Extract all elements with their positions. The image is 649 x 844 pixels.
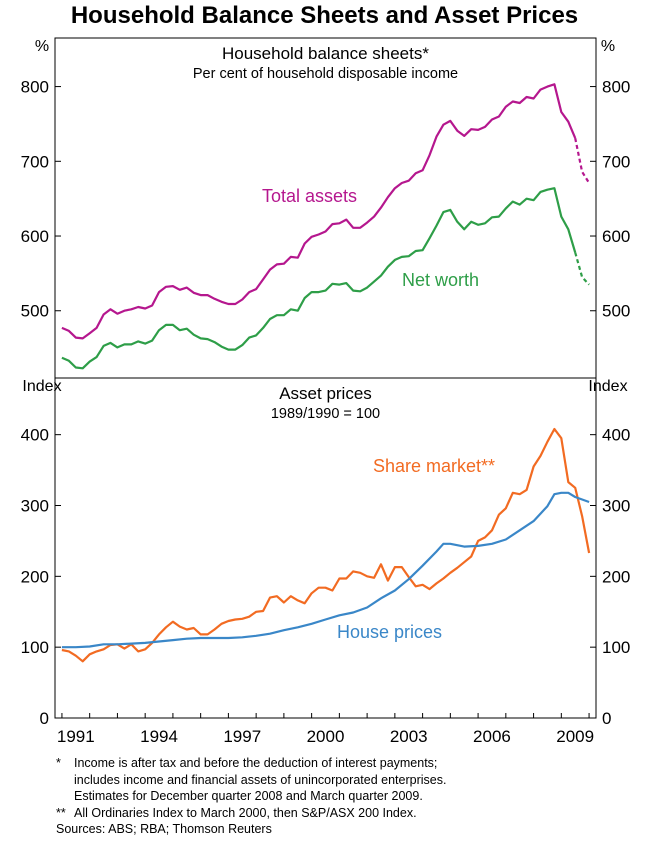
panel2-ytick-label-left: 0 [40,709,49,728]
footnote-text: Sources: ABS; RBA; Thomson Reuters [56,822,272,836]
panel2-ytick-label-right: 100 [602,638,630,657]
panel2-xtick-label: 2003 [390,727,428,746]
net-worth-series-label: Net worth [402,270,479,290]
house-prices-series-label: House prices [337,622,442,642]
panel2-ytick-label-right: 200 [602,567,630,586]
panel2-ytick-label-right: 400 [602,426,630,445]
panel1-ytick-label-right: 600 [602,227,630,246]
panel1-ytick-label-right: 500 [602,302,630,321]
panel1-unit-left: % [35,38,49,55]
panel2-ytick-label-left: 400 [21,426,49,445]
panel2-ytick-label-right: 300 [602,497,630,516]
total-assets-series-label: Total assets [262,186,357,206]
panel2-xtick-label: 2000 [307,727,345,746]
share-market-series-label: Share market** [373,456,495,476]
footnote-text: includes income and financial assets of … [74,772,447,787]
panel2-ytick-label-left: 200 [21,567,49,586]
chart-title: Household Balance Sheets and Asset Price… [70,2,579,29]
panel2-xtick-label: 2006 [473,727,511,746]
footnote-line: includes income and financial assets of … [56,772,446,789]
net-worth-line [61,187,577,370]
house-prices-line [61,491,590,649]
net-worth-estimate-line [574,252,590,286]
footnote-text: Estimates for December quarter 2008 and … [74,789,423,803]
footnote-text: Income is after tax and before the deduc… [74,756,438,770]
footnote-line: Sources: ABS; RBA; Thomson Reuters [56,821,446,838]
footnote-text: All Ordinaries Index to March 2000, then… [74,805,417,820]
panel2-xtick-label: 2009 [556,727,594,746]
panel2-ytick-label-left: 100 [21,638,49,657]
panel2-unit-left: Index [22,378,61,395]
panel1-title: Household balance sheets* [222,44,429,63]
panel2-title: Asset prices [279,384,372,403]
footnotes: * Income is after tax and before the dedu… [56,755,446,838]
chart-figure: 500 500 600 600 700 700 800 800% % Household bala… [21,37,630,746]
footnote-marker: * [56,756,61,770]
panel1-ytick-label-right: 800 [602,78,630,97]
panel1-ytick-label-right: 700 [602,152,630,171]
share-market-line [61,427,591,663]
panel2-ytick-label-left: 300 [21,497,49,516]
panel2-xtick-label: 1991 [57,727,95,746]
panel1-subtitle: Per cent of household disposable income [193,66,458,82]
footnote-marker: ** [56,805,66,820]
panel1-ytick-label-left: 600 [21,227,49,246]
panel2-unit-right: Index [588,378,627,395]
panel1-ytick-label-left: 500 [21,302,49,321]
panel1-unit-right: % [601,38,615,55]
panel2-ytick-label-right: 0 [602,709,611,728]
panel2-xtick-label: 1994 [140,727,178,746]
footnote-line: * Income is after tax and before the dedu… [56,755,446,772]
total-assets-line [61,83,577,340]
footnote-line: ** All Ordinaries Index to March 2000, th… [56,805,446,822]
footnote-line: Estimates for December quarter 2008 and … [56,788,446,805]
panel2-subtitle: 1989/1990 = 100 [271,406,380,422]
total-assets-estimate-line [574,137,591,184]
panel2-xtick-label: 1997 [223,727,261,746]
panel1-ytick-label-left: 700 [21,152,49,171]
panel1-ytick-label-left: 800 [21,78,49,97]
